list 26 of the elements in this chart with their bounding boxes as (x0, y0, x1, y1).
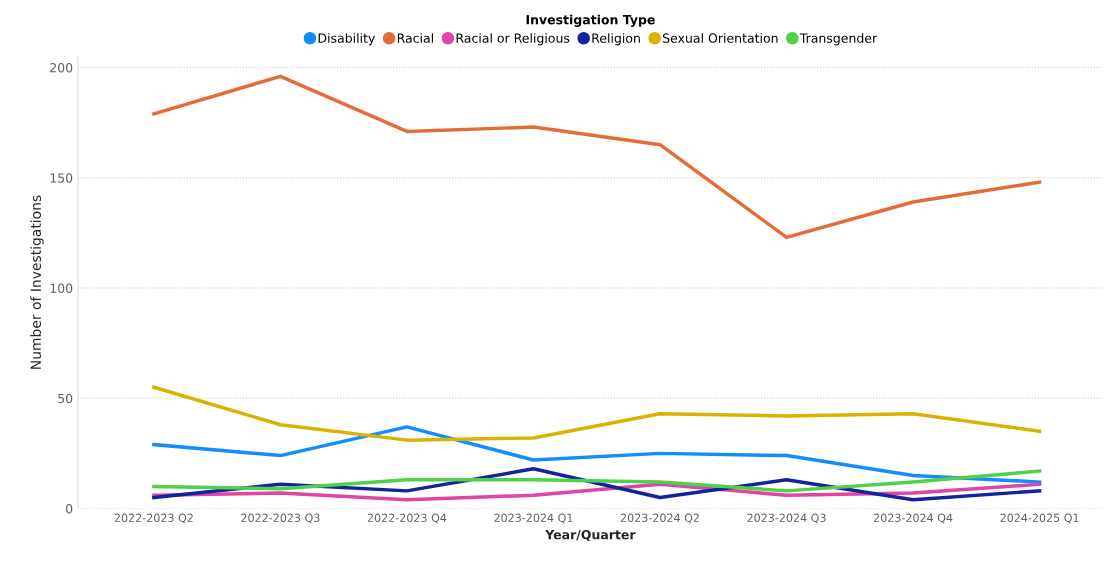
x-tick-label: 2022-2023 Q3 (241, 513, 320, 524)
y-tick-label: 50 (58, 393, 73, 404)
line-series (152, 74, 1042, 240)
legend-label: Sexual Orientation (662, 33, 778, 43)
legend-label: Racial (397, 33, 433, 43)
legend-label: Religion (592, 33, 640, 46)
line-series (152, 385, 1042, 442)
y-tick-label: 200 (50, 63, 73, 73)
line-series (152, 425, 1042, 484)
y-axis-title: Number of Investigations (30, 195, 44, 369)
x-axis-title: Year/Quarter (545, 529, 636, 541)
legend-title: Investigation Type (526, 14, 655, 27)
legend-label: Transgender (799, 33, 878, 46)
y-tick-label: 100 (50, 283, 73, 293)
legend-label: Disability (318, 33, 375, 46)
line-series (152, 469, 1042, 493)
x-tick-label: 2023-2024 Q3 (747, 513, 826, 524)
y-tick-label: 0 (65, 503, 73, 514)
y-tick-label: 150 (50, 173, 73, 183)
x-tick-label: 2023-2024 Q1 (494, 513, 573, 524)
x-tick-label: 2023-2024 Q2 (620, 513, 699, 524)
x-tick-label: 2024-2025 Q1 (1000, 513, 1079, 524)
legend-label: Racial or Religious (456, 33, 570, 46)
x-tick-label: 2023-2024 Q4 (873, 513, 953, 524)
x-tick-label: 2022-2023 Q2 (114, 513, 193, 524)
x-tick-label: 2022-2023 Q4 (367, 513, 447, 524)
